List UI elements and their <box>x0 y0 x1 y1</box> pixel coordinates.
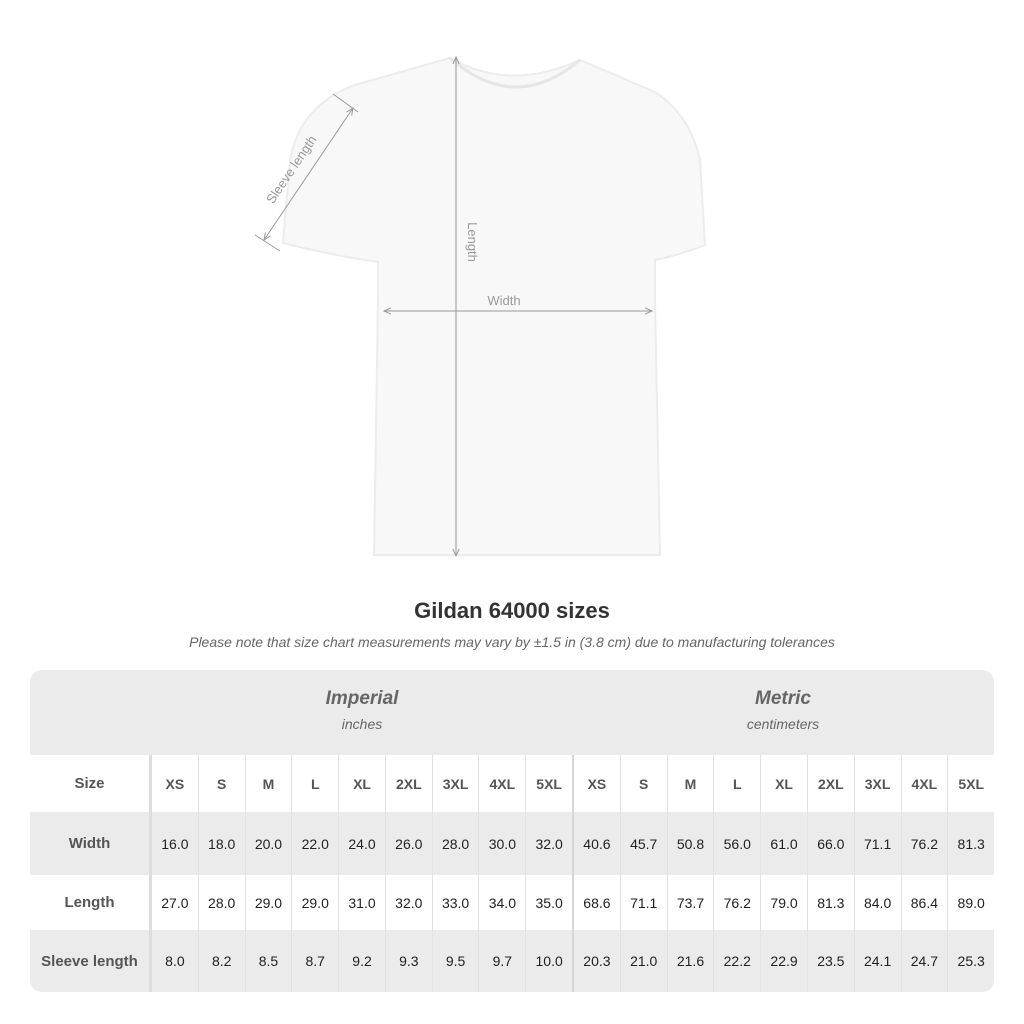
imperial-cell: 31.0 <box>339 875 386 930</box>
imperial-cell: 9.5 <box>433 930 480 992</box>
size-header-cell: 5XL <box>526 755 575 812</box>
size-header-cell: 5XL <box>958 775 985 792</box>
length-label: Length <box>465 222 480 262</box>
imperial-cell: 9.7 <box>479 930 527 992</box>
table-row: Width 16.0 18.0 20.0 22.0 24.0 26.0 28.0 30.0 32.… <box>30 812 994 875</box>
metric-cell: 71.1 <box>855 812 902 875</box>
metric-cell: 66.0 <box>808 812 855 875</box>
imperial-unit: inches <box>341 716 383 732</box>
imperial-cell: 20.0 <box>246 812 293 875</box>
metric-cell: 21.0 <box>621 930 668 992</box>
imperial-cell: 27.0 <box>152 875 199 930</box>
size-header-cell: 4XL <box>479 755 527 812</box>
metric-cell: 45.7 <box>621 812 668 875</box>
metric-cell: 22.9 <box>761 930 808 992</box>
metric-cell: 81.3 <box>808 875 855 930</box>
tolerance-note: Please note that size chart measurements… <box>189 634 835 650</box>
size-header-cell: XS <box>574 755 621 812</box>
metric-cell: 21.6 <box>668 930 715 992</box>
imperial-cell: 28.0 <box>433 812 480 875</box>
metric-cell: 71.1 <box>621 875 668 930</box>
imperial-cell: 30.0 <box>479 812 527 875</box>
metric-cell: 89.0 <box>957 894 985 911</box>
row-label: Length <box>30 875 152 930</box>
metric-header: Metric centimeters <box>572 670 994 755</box>
size-header-cell: 4XL <box>902 755 949 812</box>
size-header-cell: L <box>714 755 762 812</box>
metric-cell: 68.6 <box>574 875 621 930</box>
imperial-cell: 34.0 <box>479 875 527 930</box>
imperial-cell: 26.0 <box>386 812 433 875</box>
metric-cell: 50.8 <box>668 812 715 875</box>
imperial-cell: 32.0 <box>386 875 433 930</box>
metric-cell: 20.3 <box>574 930 621 992</box>
size-header-cell: 3XL <box>855 755 902 812</box>
imperial-label: Imperial <box>325 688 399 709</box>
size-table: Imperial inches Metric centimeters Size X… <box>30 670 994 992</box>
size-header-cell: XS <box>152 755 199 812</box>
imperial-cell: 10.0 <box>526 930 575 992</box>
metric-label: Metric <box>755 688 811 709</box>
imperial-cell: 8.7 <box>292 930 340 992</box>
imperial-cell: 24.0 <box>339 812 386 875</box>
imperial-cell: 32.0 <box>526 812 575 875</box>
table-row: Sleeve length 8.0 8.2 8.5 8.7 9.2 9.3 9.5 9.7 10.… <box>30 930 994 992</box>
metric-cell: 73.7 <box>668 875 715 930</box>
size-header-cell: 3XL <box>433 755 480 812</box>
metric-cell: 24.1 <box>855 930 902 992</box>
imperial-cell: 16.0 <box>152 812 199 875</box>
size-header-cell: 2XL <box>808 755 855 812</box>
size-header-cell: S <box>621 755 668 812</box>
chart-title: Gildan 64000 sizes <box>414 598 610 623</box>
imperial-cell: 29.0 <box>292 875 340 930</box>
metric-cell: 56.0 <box>714 812 762 875</box>
size-header-cell: L <box>292 755 340 812</box>
table-row: Length 27.0 28.0 29.0 29.0 31.0 32.0 33.0 34.0 35… <box>30 875 994 930</box>
imperial-cell: 18.0 <box>199 812 246 875</box>
tshirt-diagram: Sleeve length Length Width <box>254 0 707 580</box>
tshirt-collar <box>449 56 581 89</box>
metric-cell: 24.7 <box>902 930 949 992</box>
imperial-cell: 33.0 <box>433 875 480 930</box>
metric-cell: 84.0 <box>855 875 902 930</box>
metric-cell: 76.2 <box>714 875 762 930</box>
width-label: Width <box>487 293 520 308</box>
metric-cell: 81.3 <box>957 835 985 852</box>
imperial-cell: 29.0 <box>246 875 293 930</box>
size-header-cell: 2XL <box>386 755 433 812</box>
imperial-cell: 22.0 <box>292 812 340 875</box>
metric-cell: 22.2 <box>714 930 762 992</box>
imperial-cell: 9.3 <box>386 930 433 992</box>
size-header-cell: XL <box>339 755 386 812</box>
metric-cell: 76.2 <box>902 812 949 875</box>
imperial-cell: 8.5 <box>246 930 293 992</box>
size-header-row: Size XS S M L XL 2XL 3XL 4XL 5XL XS S M L XL 2XL 3XL 4XL 5… <box>30 755 994 812</box>
size-label: Size <box>30 755 152 812</box>
sleeve-length-arrow <box>264 108 353 240</box>
size-header-cell: S <box>199 755 246 812</box>
metric-cell: 25.3 <box>957 953 985 969</box>
metric-unit: centimeters <box>746 716 820 732</box>
imperial-cell: 35.0 <box>526 875 575 930</box>
size-header-cell: M <box>246 755 293 812</box>
metric-cell: 86.4 <box>902 875 949 930</box>
imperial-cell: 8.2 <box>199 930 246 992</box>
metric-cell: 61.0 <box>761 812 808 875</box>
metric-cell: 79.0 <box>761 875 808 930</box>
imperial-header: Imperial inches <box>152 670 572 755</box>
metric-cell: 23.5 <box>808 930 855 992</box>
row-label: Width <box>30 812 152 875</box>
row-label: Sleeve length <box>30 930 152 992</box>
size-header-cell: XL <box>761 755 808 812</box>
size-header-cell: M <box>668 755 715 812</box>
imperial-cell: 28.0 <box>199 875 246 930</box>
metric-cell: 40.6 <box>574 812 621 875</box>
imperial-cell: 8.0 <box>152 930 199 992</box>
imperial-cell: 9.2 <box>339 930 386 992</box>
